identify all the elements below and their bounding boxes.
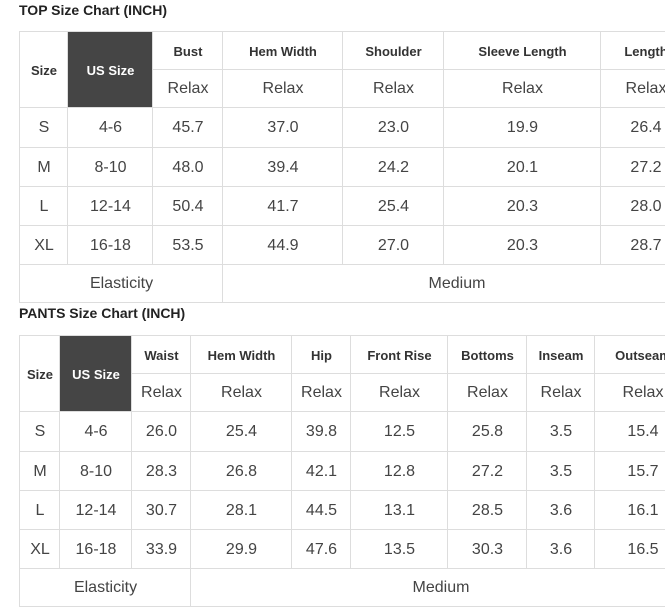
table-cell: 12-14 [67, 186, 153, 226]
footer-cell: Elasticity [19, 264, 223, 303]
table-cell: 39.4 [222, 147, 343, 187]
header-cell: Front Rise [350, 335, 448, 374]
header-cell: Hem Width [222, 31, 343, 70]
table-cell: 12-14 [59, 490, 132, 530]
table-cell: 24.2 [342, 147, 444, 187]
header-cell: Size [19, 335, 60, 412]
subheader-cell: Relax [131, 373, 191, 412]
table-cell: 16-18 [67, 225, 153, 265]
table-cell: 26.8 [190, 451, 292, 491]
header-cell: Length [600, 31, 665, 70]
table-cell: 53.5 [152, 225, 223, 265]
header-cell: Inseam [526, 335, 595, 374]
table-cell: M [19, 147, 68, 187]
footer-cell: Medium [222, 264, 665, 303]
table-cell: 20.3 [443, 186, 601, 226]
table-cell: L [19, 186, 68, 226]
table-cell: 3.6 [526, 529, 595, 569]
table-cell: 20.3 [443, 225, 601, 265]
table-cell: 4-6 [59, 411, 132, 452]
table-cell: 8-10 [59, 451, 132, 491]
footer-cell: Medium [190, 568, 665, 607]
subheader-cell: Relax [600, 69, 665, 108]
subheader-cell: Relax [152, 69, 223, 108]
table-cell: 15.7 [594, 451, 665, 491]
table-cell: 47.6 [291, 529, 351, 569]
table-cell: 25.4 [342, 186, 444, 226]
table-cell: 44.9 [222, 225, 343, 265]
table-cell: 4-6 [67, 107, 153, 148]
table-cell: 28.0 [600, 186, 665, 226]
header-cell: Hem Width [190, 335, 292, 374]
table-cell: 19.9 [443, 107, 601, 148]
header-cell: Size [19, 31, 68, 108]
table-cell: 12.5 [350, 411, 448, 452]
table-cell: 12.8 [350, 451, 448, 491]
table-cell: 16.1 [594, 490, 665, 530]
table-cell: 23.0 [342, 107, 444, 148]
table-cell: S [19, 411, 60, 452]
table-cell: 3.5 [526, 411, 595, 452]
header-cell: Bust [152, 31, 223, 70]
header-cell: Waist [131, 335, 191, 374]
table-cell: XL [19, 225, 68, 265]
table-cell: 27.2 [600, 147, 665, 187]
table-cell: 44.5 [291, 490, 351, 530]
table-cell: 28.5 [447, 490, 527, 530]
table-cell: 13.5 [350, 529, 448, 569]
table-cell: 30.7 [131, 490, 191, 530]
table-cell: 3.6 [526, 490, 595, 530]
table-cell: 26.0 [131, 411, 191, 452]
subheader-cell: Relax [447, 373, 527, 412]
subheader-cell: Relax [342, 69, 444, 108]
table-cell: 25.4 [190, 411, 292, 452]
table-cell: 45.7 [152, 107, 223, 148]
table-cell: S [19, 107, 68, 148]
header-cell: Bottoms [447, 335, 527, 374]
table-cell: 15.4 [594, 411, 665, 452]
header-cell: Hip [291, 335, 351, 374]
subheader-cell: Relax [291, 373, 351, 412]
header-cell: Shoulder [342, 31, 444, 70]
table-cell: 30.3 [447, 529, 527, 569]
table-cell: 13.1 [350, 490, 448, 530]
header-cell: US Size [59, 335, 132, 412]
footer-cell: Elasticity [19, 568, 191, 607]
table-cell: 28.3 [131, 451, 191, 491]
table-cell: 25.8 [447, 411, 527, 452]
subheader-cell: Relax [443, 69, 601, 108]
table-cell: 42.1 [291, 451, 351, 491]
table-cell: 27.2 [447, 451, 527, 491]
table-cell: 28.1 [190, 490, 292, 530]
pants-title: PANTS Size Chart (INCH) [19, 305, 186, 321]
subheader-cell: Relax [350, 373, 448, 412]
table-cell: 3.5 [526, 451, 595, 491]
table-cell: L [19, 490, 60, 530]
table-cell: 37.0 [222, 107, 343, 148]
top-title: TOP Size Chart (INCH) [19, 2, 168, 18]
table-cell: 20.1 [443, 147, 601, 187]
header-cell: Outseam [594, 335, 665, 374]
table-cell: 28.7 [600, 225, 665, 265]
table-cell: 33.9 [131, 529, 191, 569]
table-cell: M [19, 451, 60, 491]
table-cell: 39.8 [291, 411, 351, 452]
table-cell: 26.4 [600, 107, 665, 148]
table-cell: 41.7 [222, 186, 343, 226]
table-cell: 16-18 [59, 529, 132, 569]
table-cell: 29.9 [190, 529, 292, 569]
subheader-cell: Relax [222, 69, 343, 108]
header-cell: US Size [67, 31, 153, 108]
table-cell: 8-10 [67, 147, 153, 187]
subheader-cell: Relax [190, 373, 292, 412]
table-cell: 27.0 [342, 225, 444, 265]
subheader-cell: Relax [526, 373, 595, 412]
header-cell: Sleeve Length [443, 31, 601, 70]
table-cell: 48.0 [152, 147, 223, 187]
table-cell: XL [19, 529, 60, 569]
table-cell: 16.5 [594, 529, 665, 569]
subheader-cell: Relax [594, 373, 665, 412]
table-cell: 50.4 [152, 186, 223, 226]
